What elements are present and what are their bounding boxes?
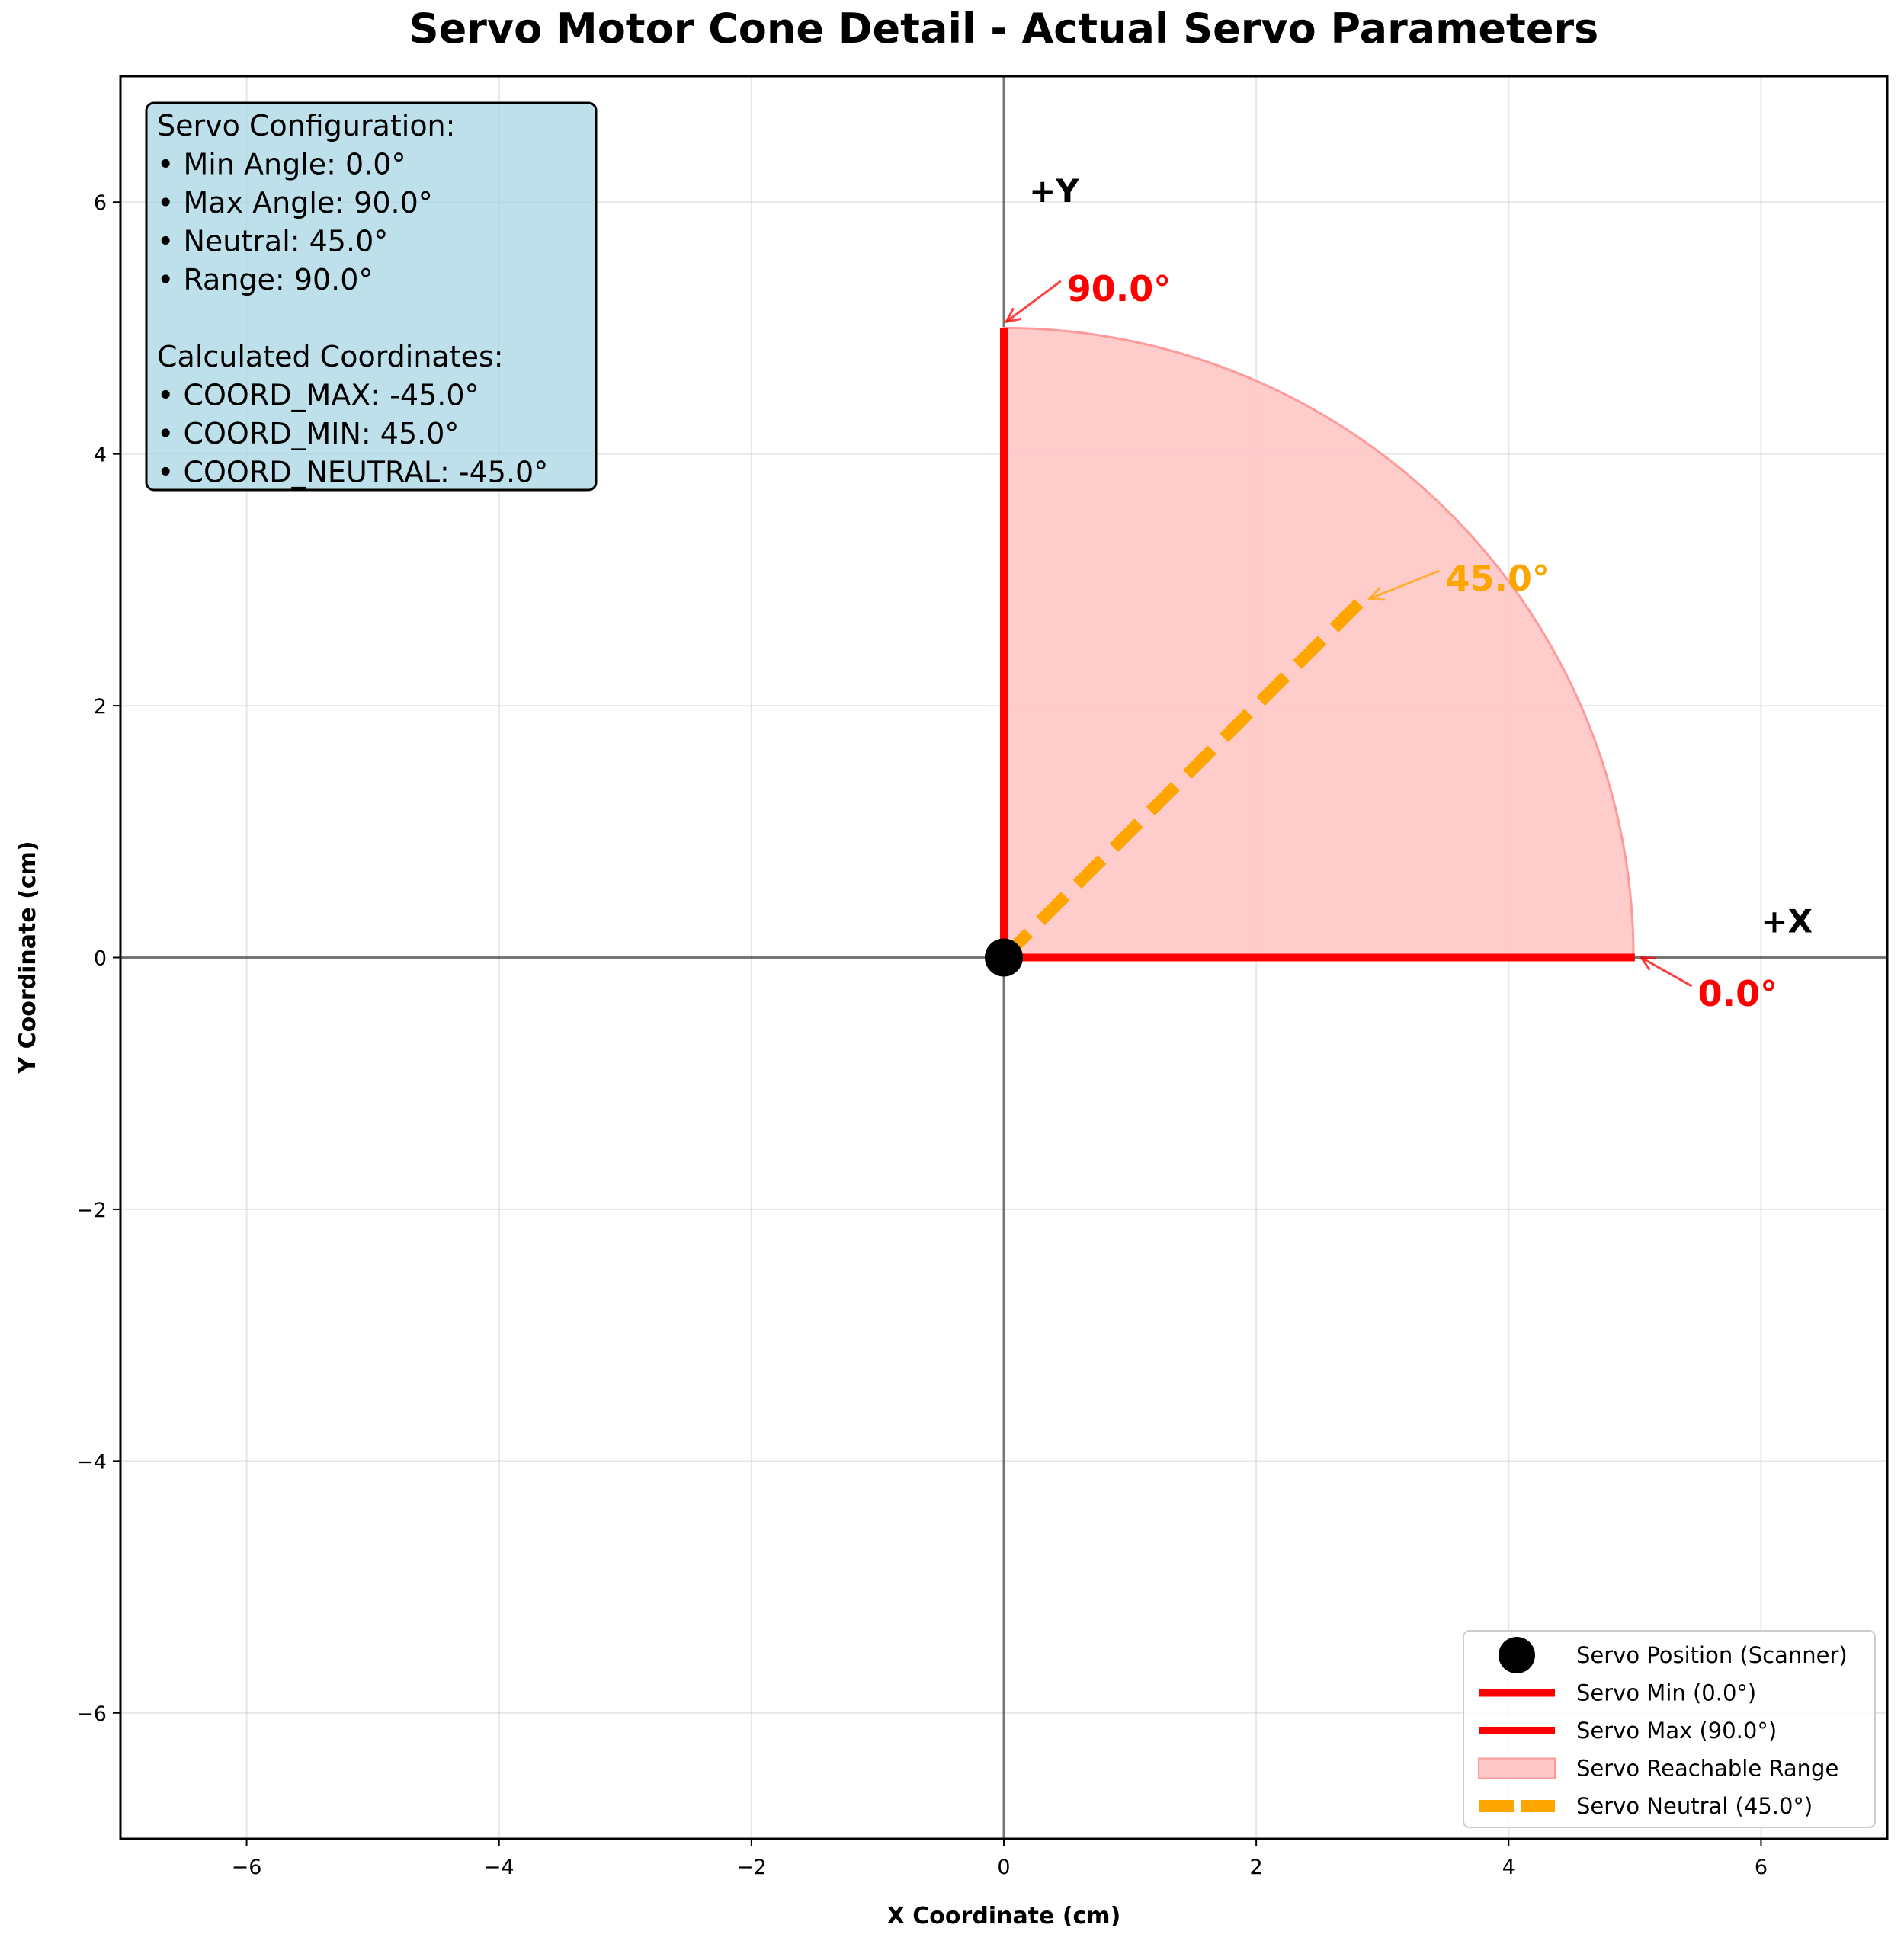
x-tick-label: 0 [997, 1856, 1010, 1879]
info-box-line: Servo Configuration: [157, 109, 455, 143]
info-box-line: • COORD_NEUTRAL: -45.0° [157, 456, 548, 489]
servo-position-marker [985, 938, 1023, 977]
info-box-line: • COORD_MIN: 45.0° [157, 417, 459, 450]
info-box-line: • Min Angle: 0.0° [157, 148, 405, 181]
y-tick-label: −2 [76, 1199, 107, 1222]
legend-entry-label: Servo Neutral (45.0°) [1576, 1793, 1813, 1819]
legend-box [1463, 1630, 1876, 1828]
legend-entry-label: Servo Max (90.0°) [1576, 1718, 1777, 1744]
y-tick-label: 2 [94, 695, 107, 719]
y-tick-label: 0 [94, 947, 107, 971]
annotation-arrow-head [1639, 956, 1657, 971]
annotation-arrow-line [1005, 280, 1062, 323]
legend-entry-label: Servo Position (Scanner) [1576, 1642, 1848, 1668]
plot-area: −6 −4 −2 0 2 4 6 −6 −4 −2 0 2 4 6 +Y +X 90.0° 45.0° 0.0° Se… [76, 75, 1889, 1879]
annotation-arrow-line [1369, 569, 1441, 600]
annotation-arrow-head [1367, 586, 1386, 601]
info-box-line: • Max Angle: 90.0° [157, 186, 433, 219]
axis-direction-label: +X [1761, 902, 1813, 940]
axis-direction-label: +Y [1029, 172, 1079, 210]
angle-annotation: 45.0° [1446, 558, 1550, 599]
x-tick-label: 4 [1502, 1856, 1515, 1879]
angle-annotation: 90.0° [1067, 268, 1172, 309]
series-group [985, 326, 1635, 977]
x-axis-label: X Coordinate (cm) [887, 1903, 1121, 1930]
y-tick-label: 4 [94, 444, 107, 467]
info-box [145, 101, 598, 492]
chart-title: Servo Motor Cone Detail - Actual Servo P… [409, 5, 1599, 53]
info-box-line: • Neutral: 45.0° [157, 225, 388, 258]
y-tick-label: −4 [76, 1450, 107, 1474]
annotation-arrow-line [1640, 956, 1693, 988]
x-tick-label: 2 [1250, 1856, 1263, 1879]
y-tick-label: 6 [94, 191, 107, 215]
x-tick-label: −4 [484, 1856, 514, 1879]
legend-entry-label: Servo Min (0.0°) [1576, 1680, 1756, 1706]
y-axis-label: Y Coordinate (cm) [14, 841, 41, 1074]
angle-annotation: 0.0° [1698, 973, 1778, 1014]
x-tick-label: −6 [232, 1856, 262, 1879]
info-box-line: Calculated Coordinates: [157, 340, 504, 373]
legend-swatch-marker [1499, 1637, 1535, 1673]
y-tick-label: −6 [76, 1702, 107, 1726]
x-tick-label: 6 [1755, 1856, 1768, 1879]
servo-neutral-line [999, 588, 1374, 962]
annotation-arrow-head [1004, 307, 1022, 324]
info-box-line: • Range: 90.0° [157, 263, 373, 296]
x-tick-label: −2 [736, 1856, 767, 1879]
info-box-line: • COORD_MAX: -45.0° [157, 379, 479, 412]
legend-swatch-fill [1478, 1757, 1556, 1779]
legend-entry-label: Servo Reachable Range [1576, 1756, 1838, 1782]
